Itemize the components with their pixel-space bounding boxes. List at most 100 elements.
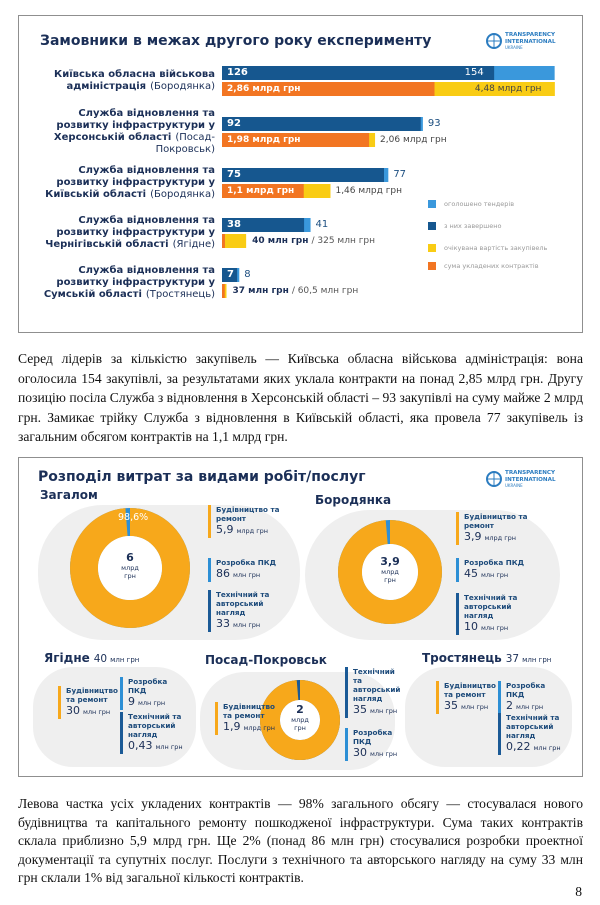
logo-text: INTERNATIONAL [505, 38, 556, 45]
logo: TRANSPARENCY INTERNATIONAL UKRAINE [505, 32, 556, 52]
legend-swatch [428, 262, 436, 270]
bar-concluded [222, 168, 384, 182]
value-label: 154 [464, 67, 484, 78]
item-value: 30 [353, 746, 367, 759]
row-location: (Бородянка) [150, 189, 215, 200]
row-location: (Посад-Покровськ) [155, 132, 215, 155]
row-label: Київська обласна військова адміністрація… [25, 69, 215, 93]
item-value: 5,9 [216, 523, 234, 536]
donut-share [70, 508, 190, 628]
infographic-title: Розподіл витрат за видами робіт/послуг [38, 469, 366, 485]
value-label: 92 [227, 118, 241, 129]
value-label: 1,46 млрд грн [335, 186, 403, 196]
item-unit: млрд грн [243, 724, 276, 732]
item-amount: 30 млн грн [353, 746, 405, 761]
center-value: 6 [126, 551, 134, 564]
item-unit: млн грн [370, 750, 398, 758]
item-amount: 10 млн грн [464, 620, 541, 635]
item-unit: млн грн [83, 708, 111, 716]
item-unit: млрд грн [484, 534, 517, 542]
item: Будівництво та ремонт 35 млн грн [436, 681, 496, 714]
panel-title: Тростянець 37 млн грн [422, 651, 551, 665]
value-label: 1,98 млрд грн [227, 135, 301, 145]
value-label: / 60,5 млн грн [291, 286, 359, 296]
item-value: 9 [128, 695, 135, 708]
item-label: Розробка ПКД [128, 677, 168, 695]
row-label: Служба відновлення та розвитку інфрастру… [25, 108, 215, 156]
row-name: Служба відновлення та розвитку інфрастру… [25, 256, 215, 310]
item-label: Технічний та авторський нагляд [353, 667, 401, 703]
item: Розробка ПКД 30 млн грн [345, 728, 405, 761]
panel-background [33, 667, 196, 767]
row-location: (Тростянець) [145, 289, 215, 300]
legend-label: оголошено тендерів [444, 200, 515, 208]
item: Будівництво та ремонт 5,9 млрд грн [208, 505, 293, 538]
paragraph: Левова частка усіх укладених контрактів … [18, 796, 583, 886]
row-name-text: Служба відновлення та розвитку інфрастру… [43, 265, 215, 300]
logo-text: INTERNATIONAL [505, 476, 556, 483]
center-value: 3,9 [380, 555, 400, 568]
panel-name: Загалом [40, 488, 98, 502]
row-label: Служба відновлення та розвитку інфрастру… [25, 165, 215, 201]
panel-name: Ягідне [44, 651, 90, 665]
donut-hole [280, 700, 320, 740]
row-label: Служба відновлення та розвитку інфрастру… [25, 215, 215, 251]
item-label: Розробка ПКД [506, 681, 546, 699]
legend-label: з них завершено [444, 222, 502, 230]
item-value: 86 [216, 567, 230, 580]
item-amount: 9 млн грн [128, 695, 185, 710]
value-label: / 325 млн грн [311, 236, 376, 246]
item-label: Будівництво та ремонт [464, 512, 528, 530]
item-label: Будівництво та ремонт [444, 681, 496, 699]
panel-background [405, 667, 572, 767]
item-unit: млн грн [155, 743, 183, 751]
item-unit: млн грн [461, 703, 489, 711]
row-name: Служба відновлення та розвитку інфрастру… [25, 105, 215, 159]
logo-text: TRANSPARENCY [505, 32, 556, 38]
item-amount: 86 млн грн [216, 567, 293, 582]
donut-hole [98, 536, 162, 600]
legend-label: сума укладених контрактів [444, 262, 539, 270]
item-value: 2 [506, 699, 513, 712]
item-label: Технічний та авторський нагляд [128, 712, 182, 739]
value-label: 93 [427, 118, 441, 129]
donut-center: 3,9 млрд грн [372, 555, 408, 585]
value-labels: 40 млн грн/ 325 млн грн [252, 234, 375, 248]
item-amount: 35 млн грн [444, 699, 494, 714]
infographic-title: Замовники в межах другого року експериме… [40, 33, 432, 49]
item-value: 10 [464, 620, 478, 633]
paragraph: Серед лідерів за кількістю закупівель — … [18, 351, 583, 444]
bar-concluded [222, 66, 495, 80]
panel-total: 37 [505, 653, 520, 665]
infographic-frame [18, 457, 583, 777]
panel-unit: млн грн [110, 656, 140, 664]
value-label: 38 [227, 219, 241, 230]
item-value: 33 [216, 617, 230, 630]
item: Технічний та авторський нагляд 35 млн грн [345, 667, 405, 718]
logo-text: TRANSPARENCY [505, 470, 556, 476]
panel-title: Загалом [40, 488, 98, 502]
item-amount: 30 млн грн [66, 704, 118, 719]
bar-expected [222, 234, 247, 248]
logo-text: UKRAINE [505, 45, 523, 50]
logo-text: UKRAINE [505, 483, 523, 488]
item-unit: млн грн [233, 571, 261, 579]
row-name-text: Служба відновлення та розвитку інфрастру… [45, 165, 215, 200]
row-location: (Ягідне) [172, 239, 215, 250]
item: Розробка ПКД 86 млн грн [208, 558, 293, 582]
bar-concluded [222, 117, 421, 131]
row-name: Служба відновлення та розвитку інфрастру… [25, 206, 215, 260]
item-amount: 5,9 млрд грн [216, 523, 293, 538]
value-label: 75 [227, 169, 241, 180]
infographic-frame [18, 15, 583, 333]
panel-title: Бородянка [315, 493, 391, 507]
logo-globe [487, 472, 501, 486]
item-value: 1,9 [223, 720, 241, 733]
item-amount: 33 млн грн [216, 617, 293, 632]
item-value: 3,9 [464, 530, 482, 543]
item-label: Технічний та авторський нагляд [216, 590, 270, 617]
panel-title: Ягідне 40 млн грн [44, 651, 139, 665]
item: Розробка ПКД 2 млн грн [498, 681, 563, 714]
center-unit: млрд грн [291, 716, 309, 732]
